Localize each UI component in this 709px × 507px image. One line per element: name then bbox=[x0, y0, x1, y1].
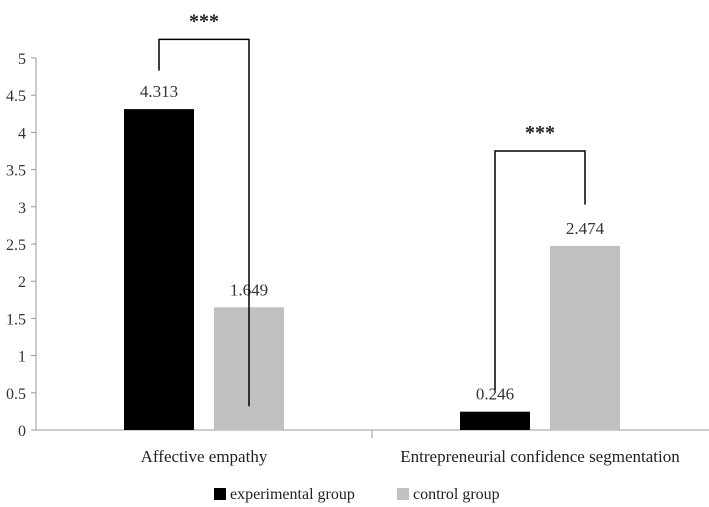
bar-experimental-1 bbox=[460, 411, 530, 430]
category-label: Affective empathy bbox=[141, 447, 268, 466]
legend-label: control group bbox=[413, 486, 500, 503]
data-label: 2.474 bbox=[566, 219, 605, 238]
legend-label: experimental group bbox=[230, 486, 355, 503]
y-tick-label: 4.5 bbox=[6, 88, 26, 105]
significance-brackets: *** *** bbox=[158, 10, 586, 407]
y-tick-label: 3.5 bbox=[6, 163, 26, 180]
y-tick-label: 2 bbox=[18, 274, 26, 291]
y-tick-label: 1.5 bbox=[6, 311, 26, 328]
data-label: 4.313 bbox=[140, 82, 178, 101]
y-tick-label: 1 bbox=[18, 349, 26, 366]
legend-swatch-control bbox=[397, 488, 409, 500]
significance-label: *** bbox=[525, 122, 555, 144]
y-axis: 0 0.5 1 1.5 2 2.5 3 3.5 4 4.5 5 bbox=[6, 51, 37, 440]
y-tick-label: 3 bbox=[18, 200, 26, 217]
bar-control-1 bbox=[550, 245, 620, 430]
bars bbox=[124, 109, 620, 431]
significance-label: *** bbox=[189, 10, 219, 32]
legend-swatch-experimental bbox=[214, 488, 226, 500]
y-tick-label: 4 bbox=[18, 125, 26, 142]
significance-bracket bbox=[158, 38, 250, 407]
data-label: 0.246 bbox=[476, 385, 514, 404]
category-label: Entrepreneurial confidence segmentation bbox=[400, 447, 680, 466]
legend: experimental group control group bbox=[214, 486, 500, 503]
y-tick-label: 5 bbox=[18, 51, 26, 68]
y-tick-label: 0.5 bbox=[6, 386, 26, 403]
bar-experimental-0 bbox=[124, 109, 194, 431]
y-tick-label: 0 bbox=[18, 423, 26, 440]
y-tick-label: 2.5 bbox=[6, 237, 26, 254]
category-labels: Affective empathy Entrepreneurial confide… bbox=[141, 447, 681, 466]
significance-bracket bbox=[494, 150, 586, 390]
